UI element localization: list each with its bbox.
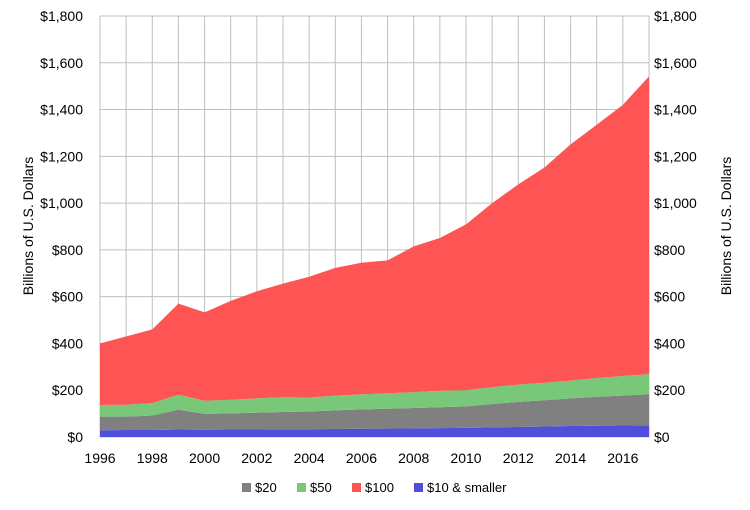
legend-label: $50 — [310, 480, 332, 495]
right-y-tick-label: $600 — [654, 289, 685, 305]
left-y-tick-label: $1,200 — [40, 148, 83, 164]
right-y-tick-label: $1,400 — [654, 102, 697, 118]
area-20-series — [100, 394, 649, 431]
left-y-tick-label: $1,000 — [40, 195, 83, 211]
left-y-tick-label: $1,400 — [40, 102, 83, 118]
left-y-tick-label: $1,600 — [40, 55, 83, 71]
x-tick-label: 2002 — [241, 450, 272, 466]
right-y-tick-label: $200 — [654, 382, 685, 398]
left-y-tick-label: $200 — [52, 382, 83, 398]
legend-label: $20 — [255, 480, 277, 495]
legend-swatch — [242, 483, 251, 492]
x-tick-label: 2008 — [398, 450, 429, 466]
area-100-series — [100, 76, 649, 405]
area-10-smaller-series — [100, 425, 649, 437]
x-tick-label: 2006 — [346, 450, 377, 466]
legend-swatch — [414, 483, 423, 492]
area-series — [100, 76, 649, 437]
left-y-tick-label: $600 — [52, 289, 83, 305]
left-y-tick-label: $800 — [52, 242, 83, 258]
right-y-tick-label: $400 — [654, 335, 685, 351]
x-tick-label: 2012 — [503, 450, 534, 466]
right-y-axis-ticks: $0 $200 $400 $600 $800 $1,000 $1,200 $1,400 $1,6… — [654, 8, 697, 445]
x-tick-label: 2014 — [555, 450, 586, 466]
legend: $20 $50 $100 $10 & smaller — [242, 480, 507, 495]
x-tick-label: 2000 — [189, 450, 220, 466]
legend-item-50: $50 — [297, 480, 332, 495]
legend-item-100: $100 — [352, 480, 394, 495]
right-y-axis-title: Billions of U.S. Dollars — [718, 157, 734, 296]
left-y-tick-label: $0 — [67, 429, 83, 445]
left-y-tick-label: $400 — [52, 335, 83, 351]
legend-swatch — [352, 483, 361, 492]
left-y-tick-label: $1,800 — [40, 8, 83, 24]
legend-item-20: $20 — [242, 480, 277, 495]
x-tick-label: 2010 — [450, 450, 481, 466]
legend-item-10-smaller: $10 & smaller — [414, 480, 507, 495]
x-tick-label: 1996 — [84, 450, 115, 466]
right-y-tick-label: $1,800 — [654, 8, 697, 24]
right-y-tick-label: $800 — [654, 242, 685, 258]
left-y-axis-ticks: $0 $200 $400 $600 $800 $1,000 $1,200 $1,400 $1,6… — [40, 8, 83, 445]
x-tick-label: 2004 — [294, 450, 325, 466]
legend-label: $10 & smaller — [427, 480, 507, 495]
x-tick-label: 2016 — [607, 450, 638, 466]
left-y-axis-title: Billions of U.S. Dollars — [20, 157, 36, 296]
x-tick-label: 1998 — [137, 450, 168, 466]
area-50-series — [100, 374, 649, 417]
legend-label: $100 — [365, 480, 394, 495]
right-y-tick-label: $1,600 — [654, 55, 697, 71]
right-y-tick-label: $1,200 — [654, 148, 697, 164]
legend-swatch — [297, 483, 306, 492]
right-y-tick-label: $1,000 — [654, 195, 697, 211]
right-y-tick-label: $0 — [654, 429, 670, 445]
x-axis-ticks: 1996 1998 2000 2002 2004 2006 2008 2010 2012 2014… — [84, 450, 638, 466]
